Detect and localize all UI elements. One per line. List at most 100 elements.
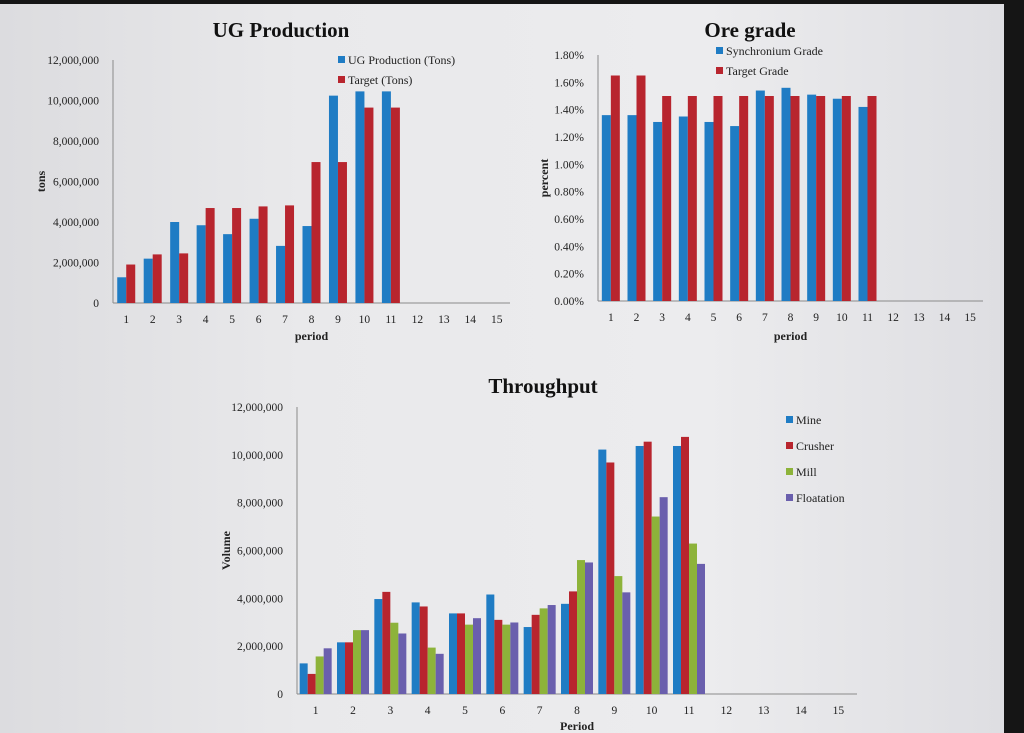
bar-floatation-4 [435,653,444,694]
bar-synchronium-grade-3 [653,121,663,301]
x-axis-label: period [774,329,808,343]
y-tick-label: 0 [277,689,283,701]
y-tick-label: 10,000,000 [231,450,283,462]
bar-synchronium-grade-9 [807,94,817,301]
y-tick-label: 6,000,000 [53,177,99,189]
bar-mine-6 [486,594,495,694]
chart-title: UG Production [213,18,350,42]
x-tick-label: 1 [608,312,614,324]
bar-synchronium-grade-11 [858,106,868,301]
bar-ug-production-tons--4 [196,225,206,303]
bar-floatation-2 [361,630,369,694]
x-tick-label: 12 [412,314,424,326]
y-tick-label: 0.80% [554,187,584,199]
x-tick-label: 3 [387,705,393,717]
bar-target-grade-8 [790,96,800,301]
y-axis-label: Volume [219,530,233,570]
bar-crusher-7 [531,614,540,694]
x-tick-label: 5 [711,312,717,324]
legend-label: Synchronium Grade [726,44,823,58]
bar-synchronium-grade-10 [832,98,842,301]
x-tick-label: 3 [176,314,182,326]
bar-ug-production-tons--5 [223,234,233,303]
bar-floatation-8 [585,562,593,694]
y-tick-label: 4,000,000 [53,217,99,229]
x-tick-label: 8 [788,312,794,324]
x-tick-label: 6 [736,312,742,324]
x-tick-label: 7 [282,314,288,326]
bar-target-tons--6 [258,206,268,303]
bar-target-tons--4 [205,208,215,303]
bar-mine-5 [449,613,457,694]
legend-label: Target (Tons) [348,73,412,87]
bar-target-grade-11 [867,96,877,301]
bar-target-tons--11 [390,107,400,304]
x-tick-label: 15 [833,705,845,717]
x-tick-label: 13 [913,312,925,324]
x-tick-label: 15 [491,314,503,326]
bar-target-grade-3 [662,96,672,301]
x-axis-label: Period [560,719,594,733]
legend-swatch [716,67,723,74]
x-tick-label: 2 [634,312,640,324]
bar-mill-8 [577,560,585,694]
bar-mine-7 [523,627,532,694]
x-tick-label: 1 [123,314,129,326]
bar-floatation-11 [697,563,705,694]
bar-ug-production-tons--8 [302,226,312,303]
x-tick-label: 8 [309,314,315,326]
bar-crusher-6 [494,619,503,694]
bar-mill-11 [689,543,697,694]
y-tick-label: 4,000,000 [237,593,283,605]
bar-target-grade-4 [687,96,697,301]
bar-mill-9 [614,576,623,694]
bar-crusher-2 [345,642,353,694]
bar-target-grade-6 [739,96,749,301]
y-tick-label: 1.80% [554,50,584,62]
bar-ug-production-tons--9 [328,95,338,303]
legend-label: Target Grade [726,64,789,78]
bar-crusher-3 [382,591,391,694]
x-tick-label: 15 [964,312,976,324]
bar-target-tons--8 [311,162,321,303]
legend-swatch [786,494,793,501]
y-tick-label: 0.20% [554,269,584,281]
y-tick-label: 0.40% [554,241,584,253]
x-tick-label: 11 [385,314,396,326]
bar-crusher-8 [569,591,577,694]
x-tick-label: 6 [256,314,262,326]
bar-crusher-10 [643,441,652,694]
x-tick-label: 14 [939,312,951,324]
bar-mine-1 [299,663,308,694]
bar-mine-9 [598,449,607,694]
bar-mine-3 [374,599,383,694]
legend-swatch [716,47,723,54]
x-tick-label: 4 [685,312,691,324]
bar-floatation-1 [323,648,332,694]
bar-mill-3 [390,622,399,694]
x-tick-label: 6 [499,705,505,717]
y-axis-label: percent [537,159,551,197]
bar-ug-production-tons--10 [355,91,365,303]
bar-mine-10 [635,445,644,694]
bar-target-grade-1 [610,75,620,301]
bar-ug-production-tons--3 [170,222,180,303]
chart-throughput: Throughput 0 2,000,000 4,000,000 6,000,000 8,… [219,374,857,733]
legend-swatch [338,56,345,63]
bar-crusher-1 [307,673,316,694]
bar-mine-8 [561,603,569,694]
bar-synchronium-grade-1 [601,115,611,301]
x-tick-label: 7 [762,312,768,324]
bar-crusher-5 [457,613,465,694]
bar-synchronium-grade-5 [704,121,714,301]
x-tick-label: 11 [862,312,873,324]
y-tick-label: 12,000,000 [47,55,99,67]
bar-target-tons--9 [337,162,347,303]
bar-synchronium-grade-8 [781,87,791,301]
y-tick-label: 1.60% [554,77,584,89]
x-tick-label: 2 [350,705,356,717]
bar-mill-7 [539,608,548,694]
x-tick-label: 5 [229,314,235,326]
x-tick-label: 5 [462,705,468,717]
x-tick-label: 1 [313,705,319,717]
